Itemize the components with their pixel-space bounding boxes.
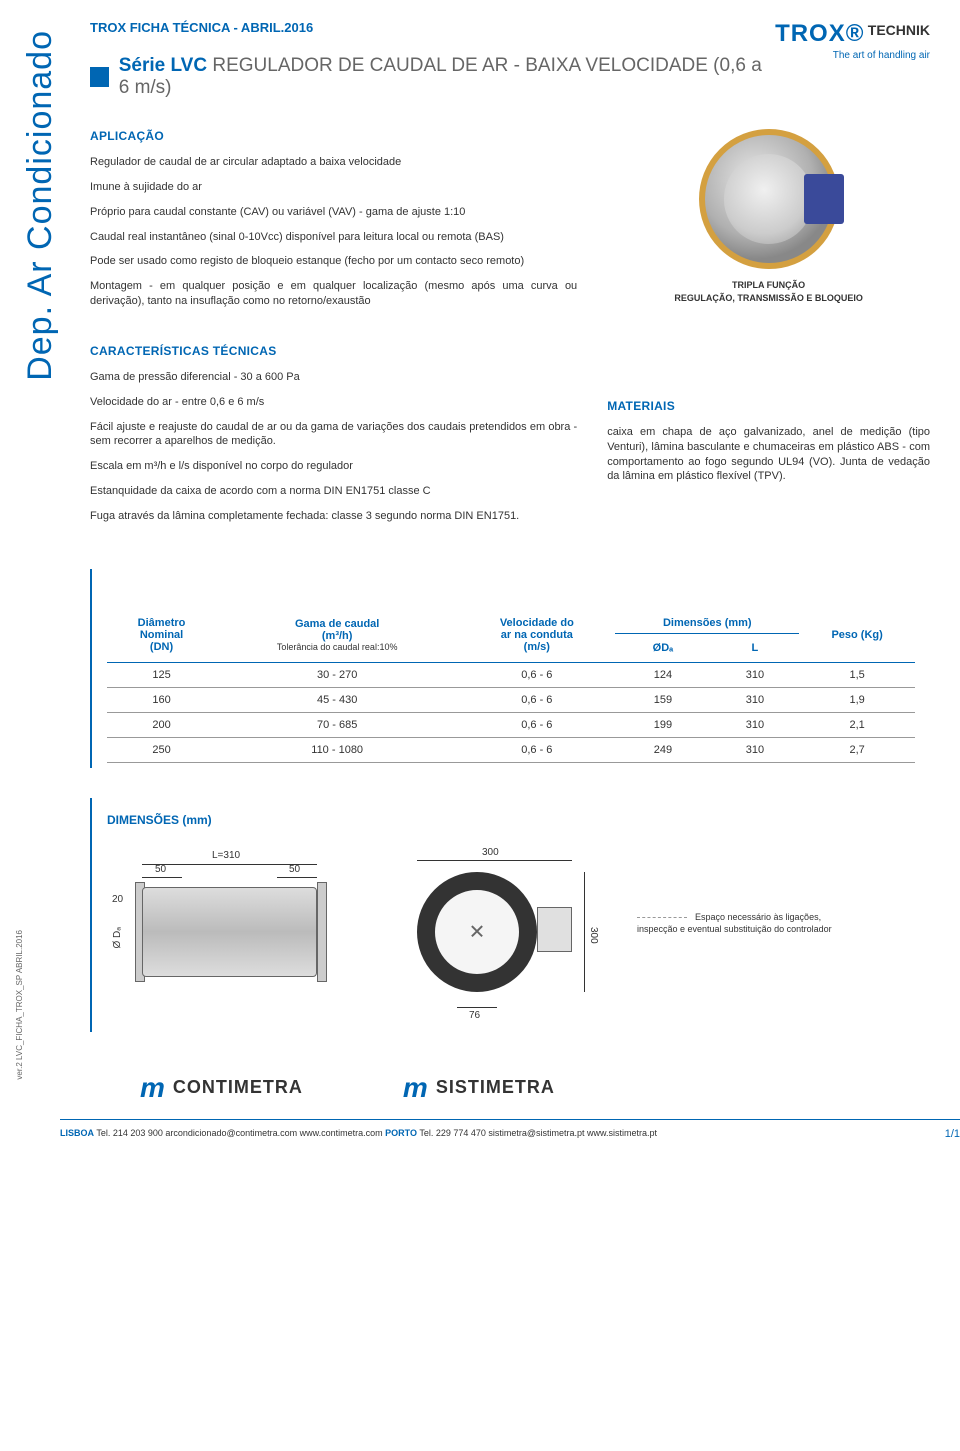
logo-technik: TECHNIK [868, 22, 930, 38]
caracteristicas-title: CARACTERÍSTICAS TÉCNICAS [90, 344, 577, 358]
logo-tagline: The art of handling air [775, 50, 930, 61]
logo-text: CONTIMETRA [173, 1077, 303, 1098]
aplicacao-item: Regulador de caudal de ar circular adapt… [90, 155, 577, 170]
th-od: ØDₐ [615, 633, 710, 662]
materiais-text: caixa em chapa de aço galvanizado, anel … [607, 425, 930, 484]
city-porto: PORTO [385, 1128, 417, 1138]
dimensions-note: Espaço necessário às ligações, inspecção… [637, 912, 837, 935]
dash-legend-icon [637, 917, 687, 918]
logo-mark-icon: m [403, 1072, 428, 1104]
caption-line: REGULAÇÃO, TRANSMISSÃO E BLOQUEIO [607, 292, 930, 305]
title-bullet-icon [90, 67, 109, 87]
dim-50a: 50 [155, 864, 166, 875]
aplicacao-item: Montagem - em qualquer posição e em qual… [90, 279, 577, 309]
dim-300b: 300 [588, 927, 599, 944]
dim-l310: L=310 [212, 850, 240, 861]
aplicacao-item: Pode ser usado como registo de bloqueio … [90, 254, 577, 269]
logo-trox: TROX [775, 20, 846, 47]
aplicacao-title: APLICAÇÃO [90, 129, 577, 143]
footer-logo-contimetra: m CONTIMETRA [140, 1072, 303, 1104]
dimensions-section: DIMENSÕES (mm) L=310 50 50 20 Ø Dₐ [90, 798, 930, 1032]
aplicacao-item: Próprio para caudal constante (CAV) ou v… [90, 205, 577, 220]
th-flow: Gama de caudal (m³/h) Tolerância do caud… [216, 609, 458, 663]
specs-table: Diâmetro Nominal (DN) Gama de caudal (m³… [107, 609, 915, 763]
front-box-icon [537, 907, 572, 952]
main-content: TROX FICHA TÉCNICA - ABRIL.2016 Série LV… [70, 20, 930, 1032]
materiais-title: MATERIAIS [607, 399, 930, 413]
dim-76: 76 [469, 1010, 480, 1021]
logo-registered-icon: ® [846, 20, 865, 47]
dim-20: 20 [112, 894, 123, 905]
footer-logo-sistimetra: m SISTIMETRA [403, 1072, 555, 1104]
series-label: Série LVC [119, 55, 207, 76]
carac-item: Escala em m³/h e l/s disponível no corpo… [90, 459, 577, 474]
side-view-figure: L=310 50 50 20 Ø Dₐ [107, 852, 337, 1002]
th-dims: Dimensões (mm) [615, 609, 799, 634]
product-controller-icon [804, 174, 844, 224]
header: TROX FICHA TÉCNICA - ABRIL.2016 Série LV… [90, 20, 930, 99]
dim-oda: Ø Dₐ [112, 927, 123, 949]
sidebar-vertical: Dep. Ar Condicionado [10, 20, 70, 1032]
document-reference: TROX FICHA TÉCNICA - ABRIL.2016 [90, 20, 775, 35]
caption-line: TRIPLA FUNÇÃO [607, 279, 930, 292]
th-l: L [711, 633, 800, 662]
document-title: Série LVC REGULADOR DE CAUDAL DE AR - BA… [119, 55, 775, 99]
aplicacao-item: Caudal real instantâneo (sinal 0-10Vcc) … [90, 230, 577, 245]
table-row: 250110 - 10800,6 - 62493102,7 [107, 737, 915, 762]
front-view-figure: 300 300 76 [387, 852, 587, 1022]
page-number: 1/1 [945, 1128, 960, 1140]
carac-item: Fácil ajuste e reajuste do caudal de ar … [90, 420, 577, 450]
department-title: Dep. Ar Condicionado [21, 30, 60, 381]
version-label: ver.2 LVC_FICHA_TROX_SP ABRIL.2016 [15, 930, 24, 1080]
specs-table-wrap: Diâmetro Nominal (DN) Gama de caudal (m³… [90, 569, 930, 768]
contact-lisboa: Tel. 214 203 900 arcondicionado@contimet… [94, 1128, 385, 1138]
front-ring-icon [417, 872, 537, 992]
city-lisboa: LISBOA [60, 1128, 94, 1138]
document-title-row: Série LVC REGULADOR DE CAUDAL DE AR - BA… [90, 55, 775, 99]
th-weight: Peso (Kg) [799, 609, 915, 663]
table-body: 12530 - 2700,6 - 61243101,5 16045 - 4300… [107, 662, 915, 762]
table-row: 12530 - 2700,6 - 61243101,5 [107, 662, 915, 687]
brand-logo: TROX® TECHNIK The art of handling air [775, 20, 930, 61]
dimensions-title: DIMENSÕES (mm) [107, 813, 915, 827]
aplicacao-item: Imune à sujidade do ar [90, 180, 577, 195]
title-rest: REGULADOR DE CAUDAL DE AR - BAIXA VELOCI… [119, 55, 762, 98]
caracteristicas-list: Gama de pressão diferencial - 30 a 600 P… [90, 370, 577, 524]
logo-text: SISTIMETRA [436, 1077, 555, 1098]
footer-contact: LISBOA Tel. 214 203 900 arcondicionado@c… [60, 1128, 960, 1140]
product-image [679, 129, 859, 259]
dim-50b: 50 [289, 864, 300, 875]
carac-item: Gama de pressão diferencial - 30 a 600 P… [90, 370, 577, 385]
carac-item: Fuga através da lâmina completamente fec… [90, 509, 577, 524]
carac-item: Estanquidade da caixa de acordo com a no… [90, 484, 577, 499]
aplicacao-list: Regulador de caudal de ar circular adapt… [90, 155, 577, 309]
carac-item: Velocidade do ar - entre 0,6 e 6 m/s [90, 395, 577, 410]
table-row: 20070 - 6850,6 - 61993102,1 [107, 712, 915, 737]
table-row: 16045 - 4300,6 - 61593101,9 [107, 687, 915, 712]
th-vel: Velocidade do ar na conduta (m/s) [458, 609, 615, 663]
th-dn: Diâmetro Nominal (DN) [107, 609, 216, 663]
page-footer: m CONTIMETRA m SISTIMETRA LISBOA Tel. 21… [0, 1072, 960, 1140]
dim-300a: 300 [482, 847, 499, 858]
product-caption: TRIPLA FUNÇÃO REGULAÇÃO, TRANSMISSÃO E B… [607, 279, 930, 304]
contact-porto: Tel. 229 774 470 sistimetra@sistimetra.p… [417, 1128, 657, 1138]
logo-mark-icon: m [140, 1072, 165, 1104]
